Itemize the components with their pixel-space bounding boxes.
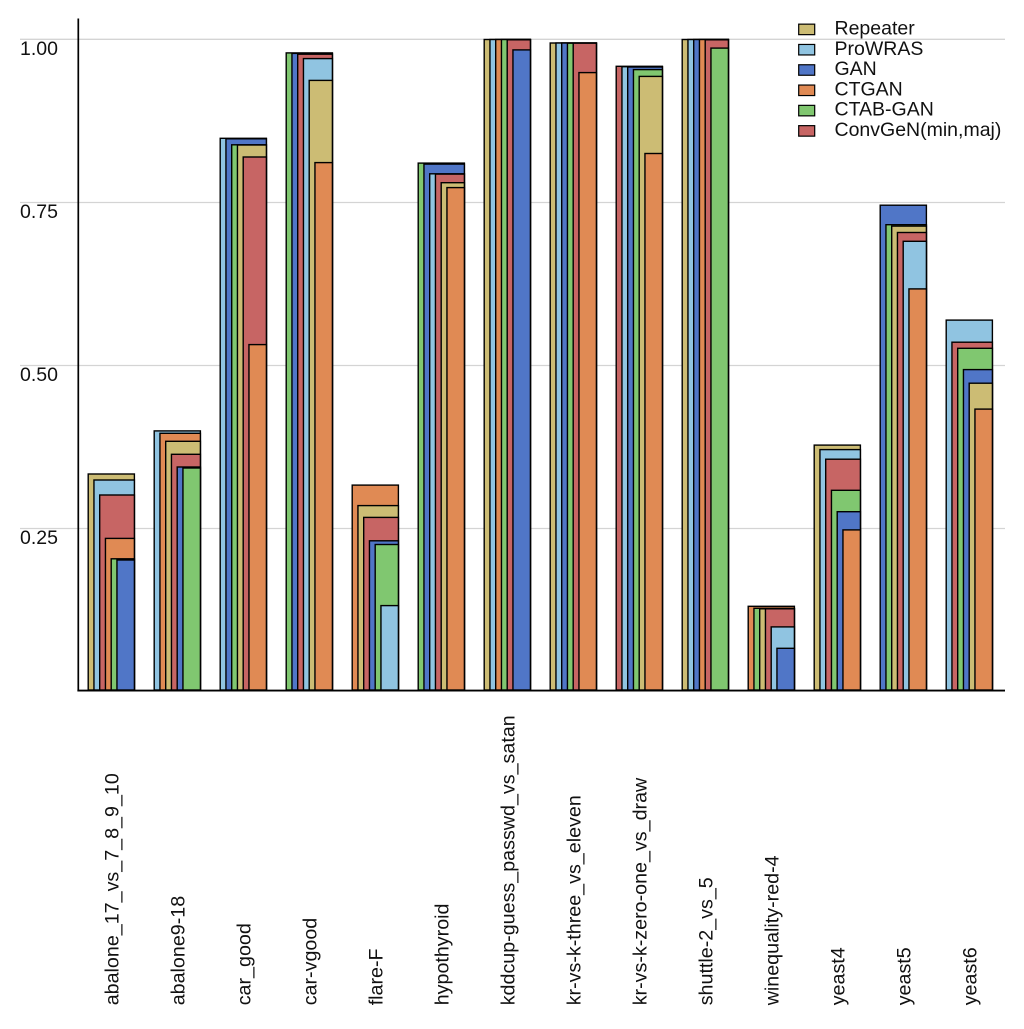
svg-text:car_good: car_good [233,923,255,1005]
svg-text:kr-vs-k-three_vs_eleven: kr-vs-k-three_vs_eleven [563,795,585,1005]
svg-text:GAN: GAN [835,58,877,80]
svg-text:0.25: 0.25 [20,527,58,549]
svg-text:hypothyroid: hypothyroid [431,904,453,1006]
svg-text:1.00: 1.00 [20,38,58,60]
svg-text:0.50: 0.50 [20,364,58,386]
svg-text:kr-vs-k-zero-one_vs_draw: kr-vs-k-zero-one_vs_draw [629,777,651,1005]
svg-text:ConvGeN(min,maj): ConvGeN(min,maj) [835,119,1002,141]
svg-text:0.75: 0.75 [20,201,58,223]
svg-text:abalone9-18: abalone9-18 [167,896,189,1006]
svg-text:car-vgood: car-vgood [299,918,321,1006]
svg-text:Repeater: Repeater [835,18,916,40]
svg-text:CTGAN: CTGAN [835,78,903,100]
svg-text:yeast4: yeast4 [827,947,849,1005]
svg-text:ProWRAS: ProWRAS [835,38,924,60]
svg-text:winequality-red-4: winequality-red-4 [761,855,783,1006]
svg-text:yeast5: yeast5 [893,947,915,1005]
svg-text:CTAB-GAN: CTAB-GAN [835,99,934,121]
svg-text:yeast6: yeast6 [959,947,981,1005]
svg-text:shuttle-2_vs_5: shuttle-2_vs_5 [695,877,717,1005]
svg-text:kddcup-guess_passwd_vs_satan: kddcup-guess_passwd_vs_satan [497,715,519,1005]
svg-text:abalone_17_vs_7_8_9_10: abalone_17_vs_7_8_9_10 [101,773,123,1005]
svg-text:flare-F: flare-F [365,948,387,1005]
